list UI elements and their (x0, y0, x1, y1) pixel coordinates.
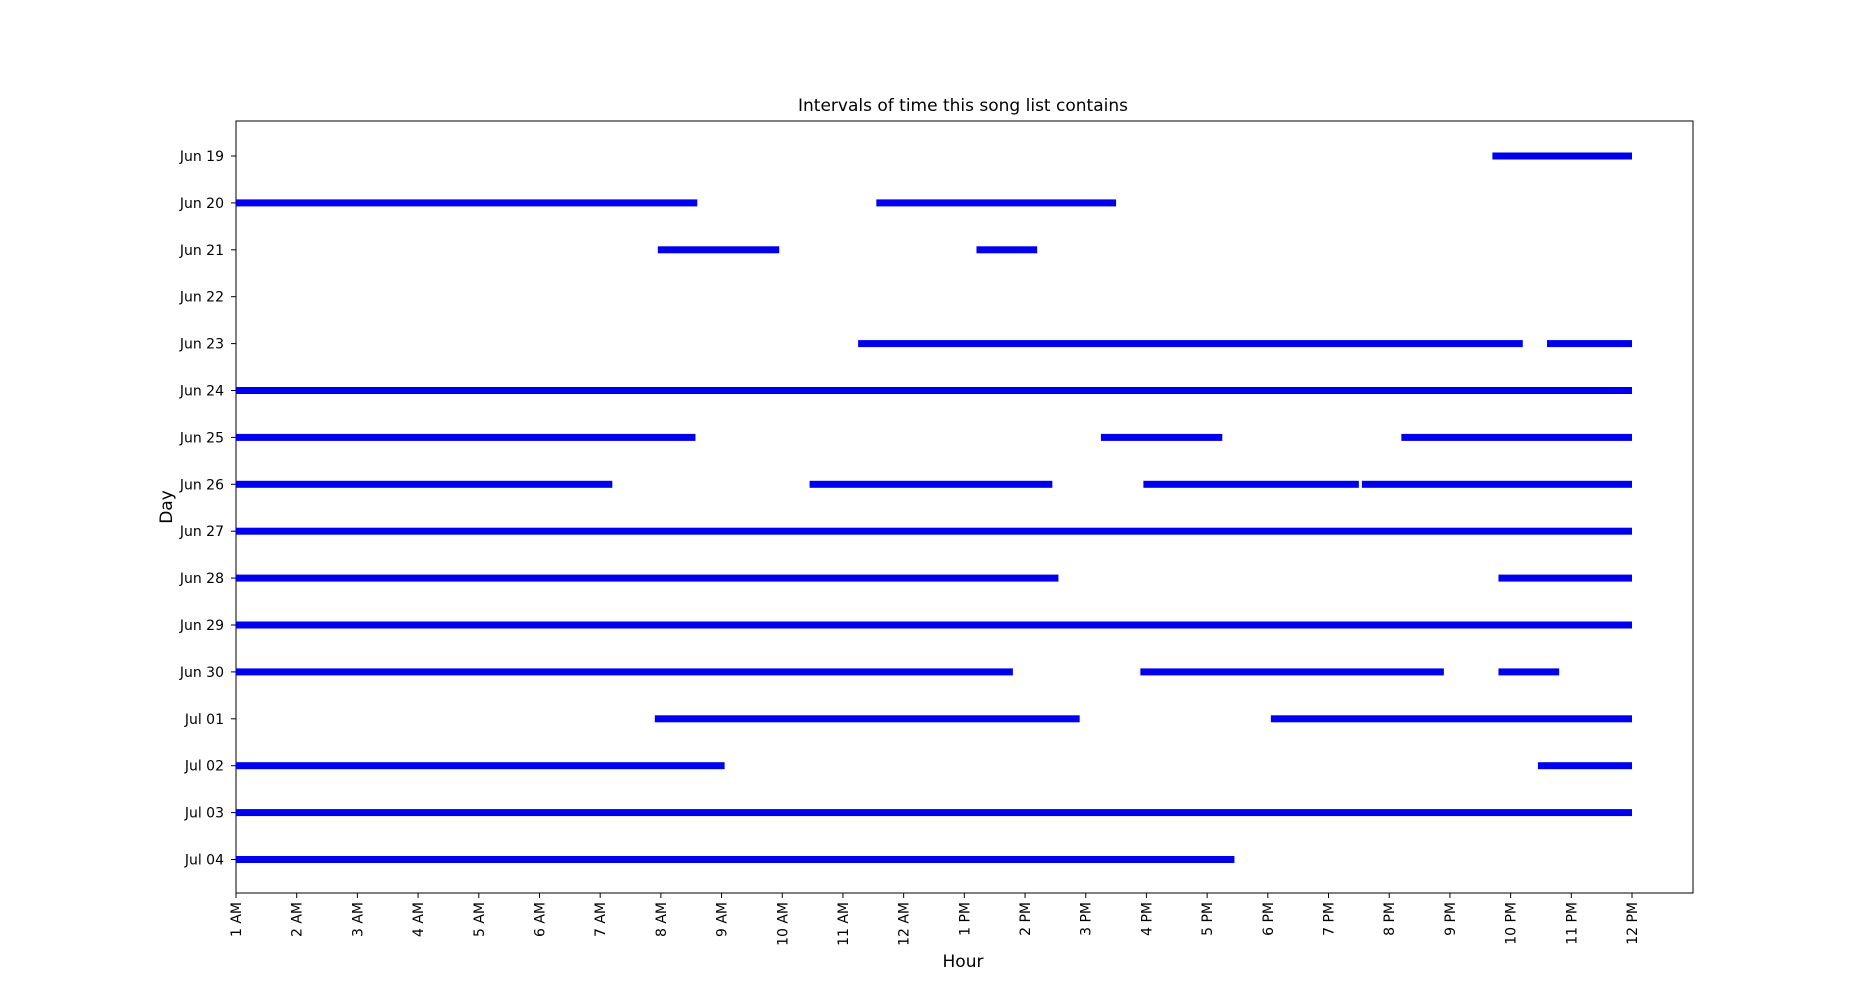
interval-bar (236, 387, 1632, 394)
x-tick-label: 1 PM (957, 902, 973, 936)
interval-bar (1401, 433, 1632, 441)
y-tick-label: Jun 25 (179, 430, 224, 446)
x-tick-label: 7 PM (1322, 902, 1338, 936)
interval-bar (876, 199, 1117, 207)
y-tick-label: Jul 01 (184, 712, 224, 728)
y-tick-label: Jun 30 (179, 665, 224, 681)
y-tick-label: Jun 29 (179, 618, 224, 634)
interval-bar (657, 246, 780, 254)
x-tick-label: 2 AM (290, 902, 306, 937)
x-tick-label: 1 AM (229, 902, 245, 937)
chart-title: Intervals of time this song list contain… (798, 96, 1128, 116)
interval-bar (1143, 480, 1359, 488)
x-tick-label: 6 PM (1261, 902, 1277, 936)
x-tick-label: 7 AM (593, 902, 609, 937)
x-tick-label: 3 AM (350, 902, 366, 937)
x-tick-label: 9 PM (1443, 902, 1459, 936)
interval-bar (809, 480, 1053, 488)
y-tick-label: Jun 19 (179, 149, 224, 165)
x-tick-label: 8 PM (1382, 902, 1398, 936)
x-axis-label: Hour (943, 952, 984, 972)
interval-bar (1498, 574, 1632, 582)
x-tick-label: 5 AM (472, 902, 488, 937)
interval-bar (1498, 668, 1560, 676)
interval-bar (236, 199, 698, 207)
x-tick-label: 11 AM (836, 902, 852, 946)
interval-bar (976, 246, 1038, 254)
x-tick-label: 12 AM (897, 902, 913, 946)
y-tick-label: Jun 26 (179, 477, 224, 493)
y-tick-label: Jun 23 (179, 337, 224, 353)
interval-bar (236, 856, 1235, 863)
interval-bar (654, 715, 1080, 723)
y-tick-label: Jun 22 (179, 290, 224, 306)
x-tick-label: 3 PM (1079, 902, 1095, 936)
interval-bar (1140, 668, 1444, 676)
x-tick-label: 10 PM (1504, 902, 1520, 945)
x-tick-label: 4 PM (1139, 902, 1155, 936)
x-axis: 1 AM 2 AM 3 AM 4 AM 5 AM 6 AM 7 AM 8 AM 9 AM 10 A… (229, 893, 1641, 946)
interval-bar (236, 527, 1632, 535)
y-tick-label: Jul 03 (184, 806, 224, 822)
x-tick-label: 6 AM (532, 902, 548, 937)
interval-bar (236, 809, 1632, 817)
interval-bar (1492, 152, 1632, 160)
interval-bar (1547, 340, 1632, 348)
y-tick-label: Jun 28 (179, 571, 224, 587)
y-tick-label: Jun 20 (179, 196, 224, 212)
interval-bar (236, 480, 613, 488)
interval-bar (236, 762, 725, 770)
x-tick-label: 10 AM (775, 902, 791, 946)
interval-bar (1270, 715, 1632, 723)
y-axis: Jun 19 Jun 20 Jun 21 Jun 22 Jun 23 Jun 24 Jun … (179, 149, 236, 869)
interval-bar (236, 668, 1013, 676)
interval-bar (1537, 762, 1632, 770)
x-tick-label: 4 AM (411, 902, 427, 937)
y-axis-label: Day (157, 490, 177, 524)
y-tick-label: Jun 27 (179, 524, 224, 540)
y-tick-label: Jul 02 (184, 759, 224, 775)
interval-bar (236, 433, 696, 441)
y-tick-label: Jun 21 (179, 243, 224, 259)
interval-bar (236, 574, 1059, 582)
y-tick-label: Jul 04 (184, 853, 224, 869)
interval-bar (858, 340, 1523, 348)
x-tick-label: 12 PM (1625, 902, 1641, 945)
interval-bar (1361, 480, 1632, 488)
y-tick-label: Jun 24 (179, 384, 224, 400)
x-tick-label: 2 PM (1018, 902, 1034, 936)
plot-area-frame (235, 120, 1694, 894)
interval-bar (1100, 433, 1223, 441)
x-tick-label: 9 AM (715, 902, 731, 937)
x-tick-label: 5 PM (1200, 902, 1216, 936)
x-tick-label: 8 AM (654, 902, 670, 937)
interval-bar (236, 621, 1632, 629)
x-tick-label: 11 PM (1564, 902, 1580, 945)
interval-bars (236, 152, 1632, 863)
